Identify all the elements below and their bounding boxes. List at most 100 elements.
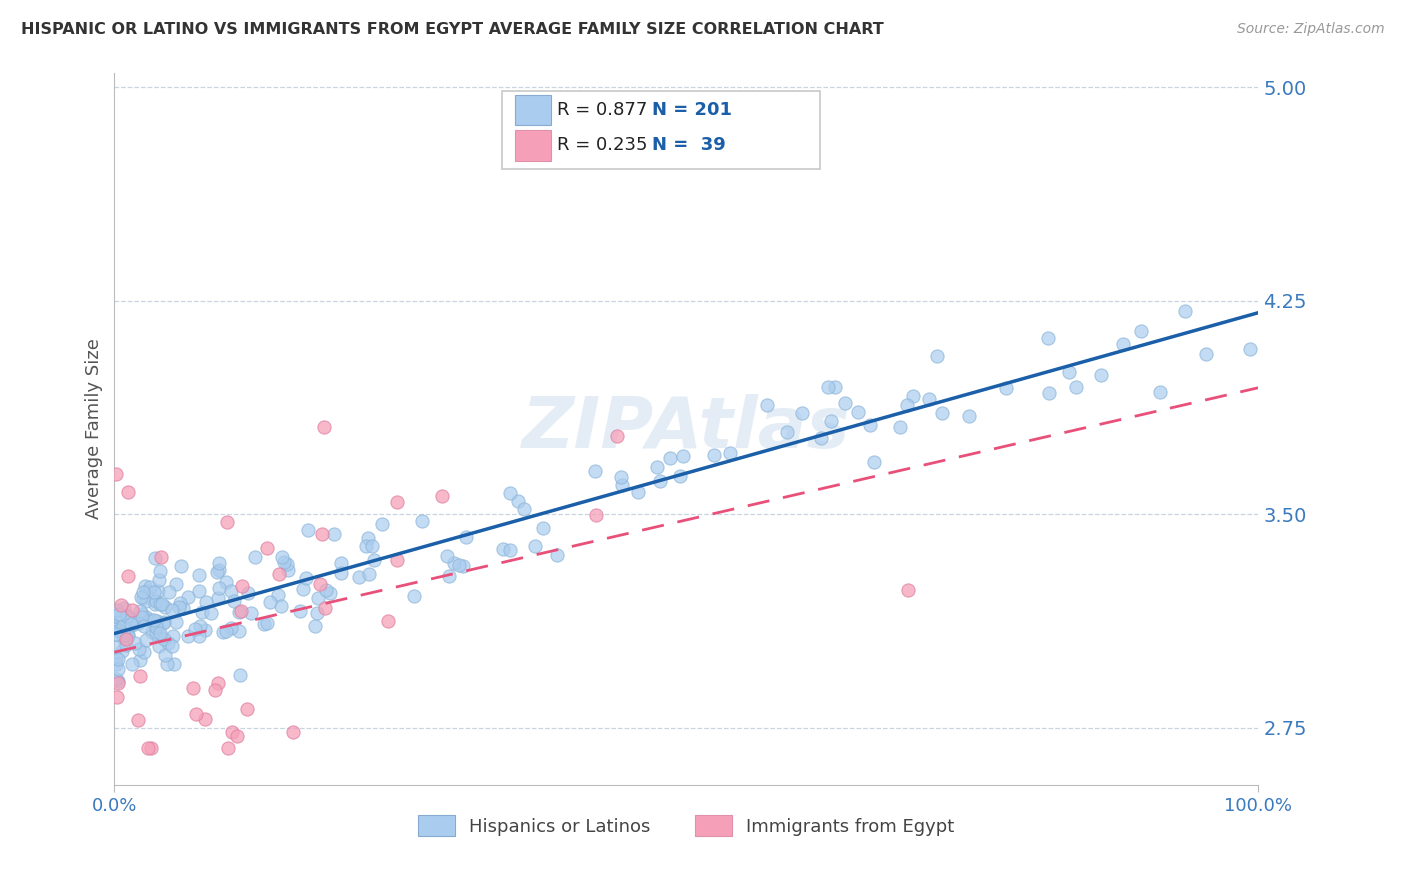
Point bbox=[524, 539, 547, 553]
Point bbox=[273, 555, 295, 569]
Point bbox=[307, 591, 329, 605]
Point bbox=[283, 725, 305, 739]
Point bbox=[107, 662, 129, 676]
Point bbox=[104, 467, 127, 481]
Point bbox=[443, 556, 465, 570]
Text: Source: ZipAtlas.com: Source: ZipAtlas.com bbox=[1237, 22, 1385, 37]
Point bbox=[136, 740, 159, 755]
Point bbox=[901, 389, 924, 403]
Point bbox=[1195, 347, 1218, 361]
Point bbox=[152, 632, 174, 646]
Point bbox=[546, 548, 568, 562]
Point bbox=[188, 619, 211, 633]
Point bbox=[609, 470, 631, 484]
Point bbox=[194, 624, 217, 638]
Point bbox=[127, 713, 149, 727]
Point bbox=[139, 580, 162, 594]
Point bbox=[117, 608, 139, 623]
Point bbox=[107, 673, 129, 688]
Point bbox=[224, 594, 246, 608]
Point bbox=[114, 600, 136, 615]
Point bbox=[135, 594, 157, 608]
Point bbox=[387, 494, 409, 508]
Point bbox=[583, 464, 606, 478]
Point bbox=[330, 556, 353, 570]
Point bbox=[897, 582, 920, 597]
Point bbox=[354, 540, 377, 554]
Point bbox=[146, 584, 169, 599]
Point bbox=[127, 615, 149, 630]
Point bbox=[135, 610, 157, 624]
Point bbox=[157, 584, 180, 599]
Point bbox=[305, 606, 328, 620]
Point bbox=[191, 605, 214, 619]
Point bbox=[112, 628, 135, 642]
Point bbox=[304, 619, 326, 633]
Point bbox=[896, 398, 918, 412]
Point bbox=[1090, 368, 1112, 383]
Point bbox=[311, 527, 333, 541]
Point bbox=[790, 406, 813, 420]
Point bbox=[145, 594, 167, 608]
Point bbox=[141, 624, 163, 639]
Point bbox=[228, 605, 250, 619]
Point bbox=[145, 618, 167, 632]
Point bbox=[187, 567, 209, 582]
Point bbox=[215, 515, 238, 529]
Text: N = 201: N = 201 bbox=[652, 101, 733, 119]
Point bbox=[817, 380, 839, 394]
Point bbox=[162, 629, 184, 643]
Point bbox=[291, 582, 314, 596]
Point bbox=[143, 597, 166, 611]
Point bbox=[165, 576, 187, 591]
Point bbox=[1036, 331, 1059, 345]
Point bbox=[385, 553, 408, 567]
Point bbox=[145, 620, 167, 634]
Point bbox=[1149, 385, 1171, 400]
Point bbox=[104, 627, 127, 641]
Point bbox=[236, 586, 259, 600]
Point bbox=[107, 652, 129, 666]
Point bbox=[456, 529, 478, 543]
Point bbox=[918, 392, 941, 407]
Point bbox=[128, 642, 150, 657]
Point bbox=[121, 657, 143, 672]
Point bbox=[863, 455, 886, 469]
Point bbox=[824, 379, 846, 393]
Point bbox=[253, 617, 276, 632]
Point bbox=[377, 614, 399, 628]
Point bbox=[128, 669, 150, 683]
Point bbox=[314, 601, 336, 615]
Point bbox=[207, 565, 229, 579]
Point bbox=[889, 419, 911, 434]
Point bbox=[184, 707, 207, 722]
Point bbox=[834, 396, 856, 410]
Point bbox=[239, 606, 262, 620]
Point bbox=[131, 607, 153, 621]
Point bbox=[702, 448, 724, 462]
Point bbox=[150, 550, 173, 565]
Point bbox=[207, 676, 229, 690]
Point bbox=[208, 563, 231, 577]
Text: HISPANIC OR LATINO VS IMMIGRANTS FROM EGYPT AVERAGE FAMILY SIZE CORRELATION CHAR: HISPANIC OR LATINO VS IMMIGRANTS FROM EG… bbox=[21, 22, 884, 37]
Point bbox=[610, 478, 633, 492]
Y-axis label: Average Family Size: Average Family Size bbox=[86, 338, 103, 519]
Point bbox=[755, 398, 778, 412]
Point bbox=[531, 521, 554, 535]
Point bbox=[226, 729, 249, 743]
Point bbox=[155, 599, 177, 614]
Point bbox=[359, 566, 381, 581]
Point bbox=[104, 618, 127, 632]
Point bbox=[181, 681, 204, 696]
Point bbox=[648, 474, 671, 488]
Text: ZIPAtlas: ZIPAtlas bbox=[522, 394, 851, 463]
Point bbox=[117, 627, 139, 641]
Point bbox=[143, 550, 166, 565]
Point bbox=[124, 636, 146, 650]
Point bbox=[1239, 342, 1261, 356]
Point bbox=[132, 585, 155, 599]
Point bbox=[810, 431, 832, 445]
Point bbox=[231, 604, 253, 618]
Point bbox=[194, 595, 217, 609]
Point bbox=[111, 644, 134, 658]
